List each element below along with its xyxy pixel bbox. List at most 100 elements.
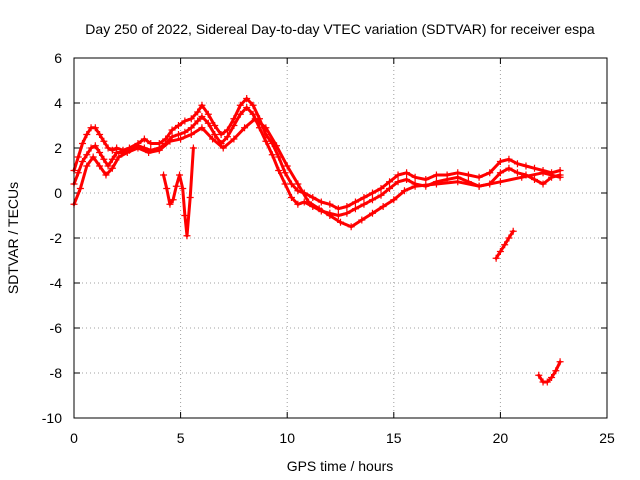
series-track-c <box>70 115 564 231</box>
data-point <box>351 205 359 213</box>
data-point <box>496 169 504 177</box>
data-point <box>74 153 82 161</box>
x-axis-label: GPS time / hours <box>287 458 394 474</box>
data-point <box>268 151 276 159</box>
data-point <box>334 205 342 213</box>
data-point <box>411 173 419 181</box>
data-point <box>140 135 148 143</box>
data-point <box>243 104 251 111</box>
data-point <box>209 135 217 143</box>
data-point <box>556 358 564 366</box>
data-point <box>83 131 91 138</box>
data-point <box>513 169 521 177</box>
data-point <box>89 153 97 161</box>
data-point <box>145 149 153 156</box>
data-point <box>198 113 206 120</box>
data-point <box>104 162 112 170</box>
data-point <box>147 140 155 147</box>
data-point <box>100 137 108 145</box>
data-point <box>187 124 195 132</box>
data-point <box>539 180 547 188</box>
data-point <box>251 115 259 123</box>
data-point <box>204 110 212 118</box>
data-point <box>305 198 313 206</box>
data-point <box>79 158 87 165</box>
data-point <box>174 122 182 129</box>
data-point <box>160 171 168 179</box>
data-point <box>283 162 291 170</box>
data-point <box>79 140 87 147</box>
data-point <box>230 135 238 143</box>
y-tick-label: 6 <box>54 50 62 66</box>
data-point <box>539 169 547 177</box>
data-point <box>177 135 185 143</box>
data-point <box>377 185 385 192</box>
data-point <box>432 171 440 179</box>
data-point <box>179 185 187 192</box>
data-point <box>337 218 344 226</box>
y-tick-label: 4 <box>54 95 62 111</box>
data-point <box>317 198 325 206</box>
data-point <box>262 124 270 132</box>
data-point <box>243 95 251 102</box>
series-track-a <box>70 95 564 213</box>
data-point <box>115 153 123 161</box>
data-point <box>87 144 95 152</box>
data-point <box>96 149 104 156</box>
data-point <box>343 209 351 217</box>
data-point <box>181 212 189 219</box>
series-track-b <box>70 104 564 219</box>
data-point <box>390 196 398 204</box>
data-point <box>134 144 142 152</box>
data-point <box>543 378 551 386</box>
y-tick-label: -8 <box>50 365 63 381</box>
data-point <box>168 133 176 141</box>
data-point <box>113 149 121 156</box>
data-point <box>309 194 317 201</box>
data-point <box>518 173 526 181</box>
data-point <box>294 180 302 188</box>
data-point <box>211 131 219 138</box>
data-point <box>241 124 249 132</box>
x-tick-label: 10 <box>279 430 295 446</box>
data-point <box>187 131 195 138</box>
data-point <box>411 182 419 190</box>
data-point <box>552 367 560 375</box>
data-point <box>343 203 351 210</box>
grid <box>74 58 607 418</box>
data-point <box>217 131 225 138</box>
data-point <box>108 146 116 154</box>
x-tick-label: 5 <box>177 430 185 446</box>
data-point <box>181 117 189 125</box>
data-point <box>273 142 281 150</box>
data-point <box>386 185 394 192</box>
series-dip-near-5h <box>160 144 197 240</box>
data-point <box>464 171 472 179</box>
series-line <box>162 146 195 238</box>
data-point <box>174 131 182 138</box>
data-point <box>74 169 82 177</box>
data-point <box>454 178 462 186</box>
data-point <box>194 108 202 116</box>
y-tick-label: 2 <box>54 140 62 156</box>
data-point <box>535 371 543 379</box>
data-point <box>505 164 513 172</box>
data-point <box>522 162 530 170</box>
data-point <box>236 110 244 118</box>
data-point <box>368 209 376 217</box>
x-tick-label: 15 <box>386 430 402 446</box>
data-point <box>230 122 238 129</box>
data-point <box>198 124 206 132</box>
x-tick-label: 0 <box>70 430 78 446</box>
data-point <box>326 200 334 208</box>
data-point <box>249 110 257 118</box>
y-tick-labels: -10 -8 -6 -4 -2 0 2 4 6 <box>42 50 62 426</box>
data-point <box>281 169 289 177</box>
data-point <box>172 182 180 190</box>
data-point <box>168 126 176 134</box>
series-segment-minus-2 <box>492 227 517 262</box>
data-point <box>102 171 110 179</box>
y-tick-label: -6 <box>50 320 63 336</box>
data-point <box>183 232 191 240</box>
